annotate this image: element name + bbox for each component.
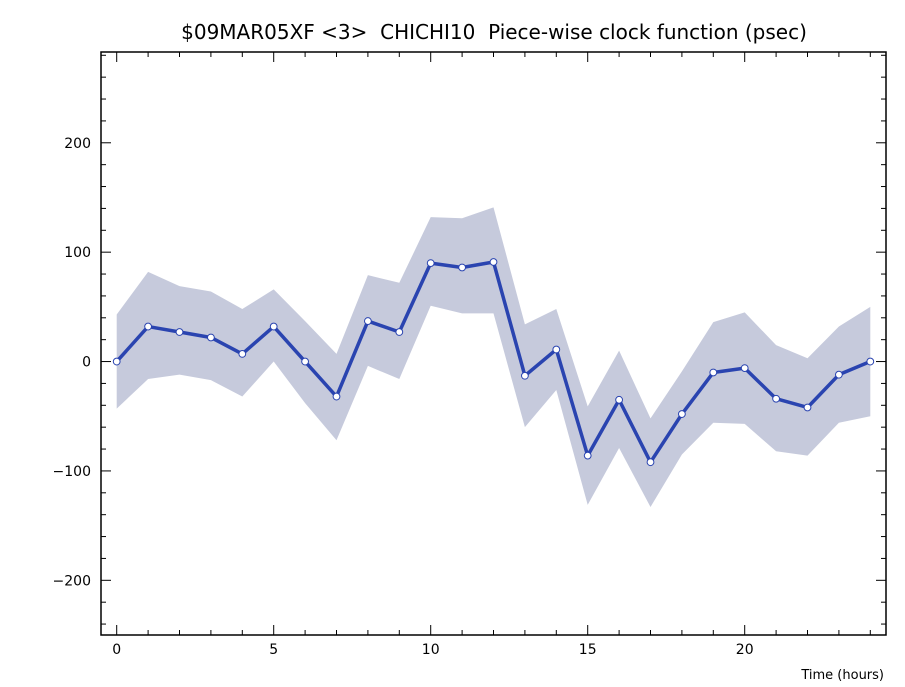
data-point xyxy=(458,263,467,272)
data-point xyxy=(615,395,623,404)
data-point xyxy=(583,451,592,460)
uncertainty-band-0 xyxy=(116,207,871,508)
x-tick-label: 20 xyxy=(736,642,754,658)
data-point xyxy=(238,349,247,358)
data-point xyxy=(835,370,843,379)
x-tick-label: 15 xyxy=(579,642,597,658)
y-tick-label: 200 xyxy=(64,136,91,152)
data-point xyxy=(709,368,718,377)
uncertainty-band-layer xyxy=(116,207,871,508)
axis-ticks-layer: 0 5 10 15 20 −200 −100 0 100 200 xyxy=(53,52,886,658)
y-tick-label: −100 xyxy=(53,464,91,480)
data-point xyxy=(740,364,749,373)
x-tick-label: 5 xyxy=(269,642,278,658)
data-point xyxy=(269,322,278,331)
y-tick-label: −200 xyxy=(53,573,91,589)
data-point xyxy=(552,345,561,354)
data-point xyxy=(426,259,435,268)
data-point xyxy=(112,357,121,366)
data-point-layer xyxy=(112,258,875,467)
data-point xyxy=(364,317,372,325)
data-point xyxy=(332,392,341,401)
data-point xyxy=(803,403,812,412)
y-tick-label: 0 xyxy=(82,355,91,371)
chart-title: $09MAR05XF <3> CHICHI10 Piece-wise clock… xyxy=(181,20,807,44)
x-tick-label: 10 xyxy=(422,642,440,658)
data-point xyxy=(646,458,655,467)
data-point xyxy=(144,322,153,331)
data-point xyxy=(207,333,215,342)
data-point xyxy=(489,258,498,266)
data-point xyxy=(301,357,310,366)
data-point xyxy=(678,410,686,418)
data-point xyxy=(175,328,184,336)
data-point xyxy=(772,394,780,403)
data-point xyxy=(395,328,404,336)
y-tick-label: 100 xyxy=(64,245,91,261)
x-tick-label: 0 xyxy=(112,642,121,658)
x-axis-label: Time (hours) xyxy=(800,668,884,683)
data-point xyxy=(521,371,529,380)
data-point xyxy=(866,357,875,366)
